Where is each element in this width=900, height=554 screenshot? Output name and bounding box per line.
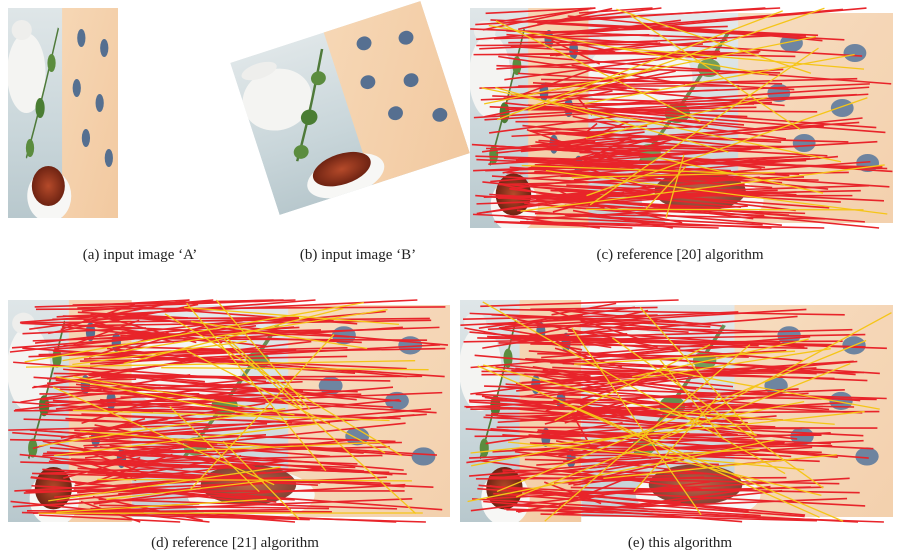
caption: (e) this algorithm — [628, 535, 732, 551]
caption: (b) input image ‘B’ — [300, 247, 416, 263]
caption: (c) reference [20] algorithm — [597, 247, 764, 263]
match-panel — [469, 8, 893, 232]
match-panel — [459, 300, 893, 526]
match-panel — [7, 300, 450, 526]
caption: (d) reference [21] algorithm — [151, 535, 319, 551]
image-b — [229, 1, 471, 218]
caption: (a) input image ‘A’ — [83, 247, 198, 263]
image-a — [7, 8, 118, 222]
match-line — [97, 379, 136, 380]
figure: (a) input image ‘A’ (b) input image ‘B’ … — [0, 0, 900, 554]
